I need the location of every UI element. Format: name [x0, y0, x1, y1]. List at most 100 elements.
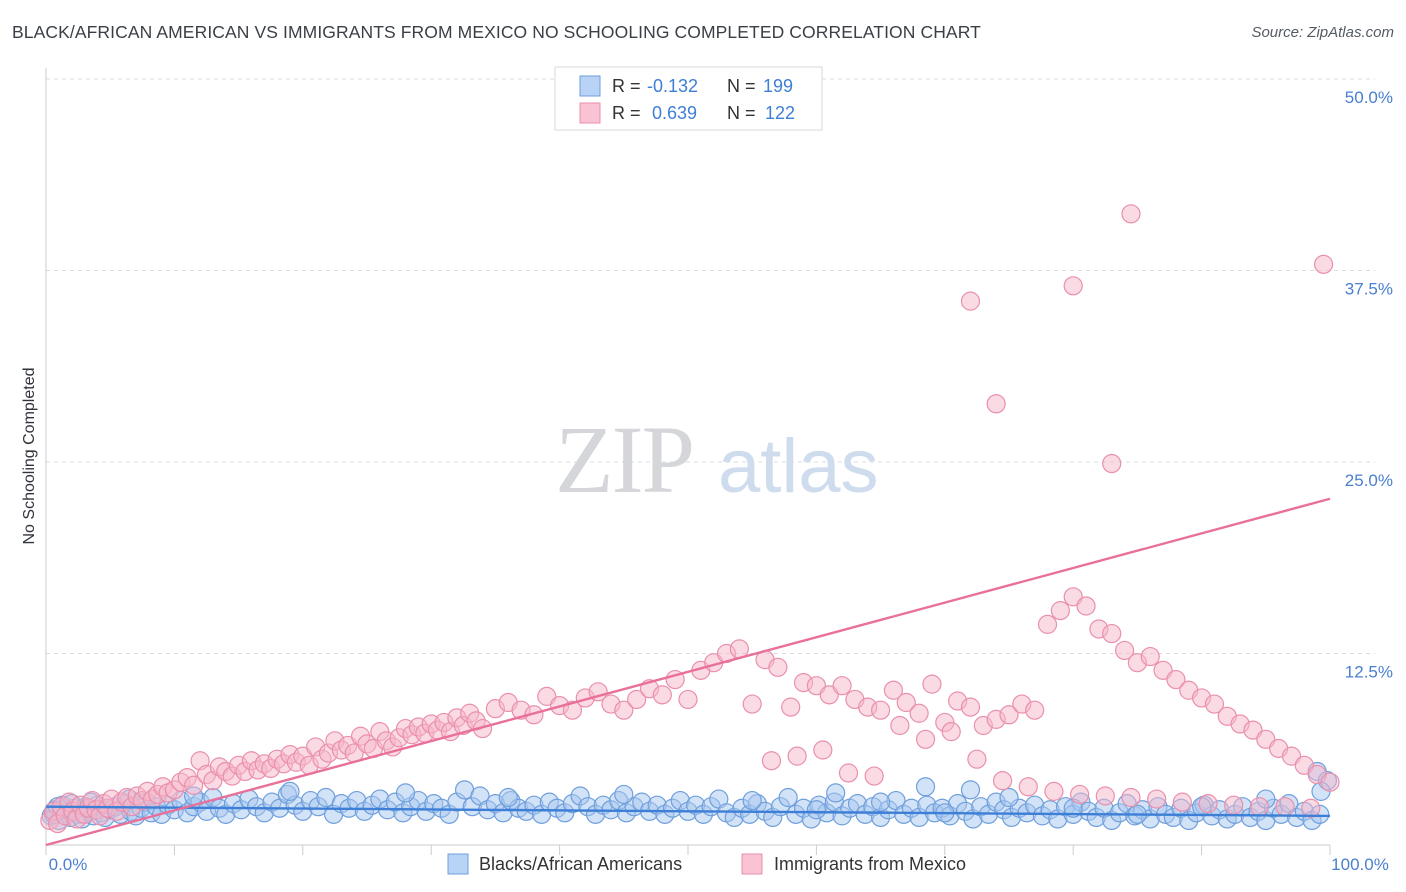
point-mexico: [652, 685, 672, 705]
point-mexico: [1063, 276, 1083, 296]
y-tick-label: 37.5%: [1345, 280, 1393, 299]
point-mexico: [1198, 794, 1218, 814]
y-tick-labels: 12.5% 25.0% 37.5% 50.0%: [1345, 88, 1393, 682]
point-mexico: [1224, 795, 1244, 815]
trend-lines: [45, 497, 1331, 847]
point-mexico: [1025, 700, 1045, 720]
series-mexico-points: [40, 204, 1340, 834]
point-blacks: [498, 787, 518, 808]
point-mexico: [781, 697, 801, 717]
point-mexico: [1121, 787, 1141, 808]
point-mexico: [967, 749, 987, 769]
point-mexico: [1114, 640, 1135, 661]
point-mexico: [896, 692, 916, 713]
x-tick-label-min: 0.0%: [49, 855, 88, 874]
y-tick-label: 12.5%: [1345, 663, 1393, 682]
point-mexico: [960, 697, 981, 717]
point-mexico: [1301, 798, 1321, 818]
point-mexico: [768, 657, 788, 677]
trend-line-mexico: [45, 497, 1331, 847]
point-mexico: [883, 680, 904, 700]
point-blacks: [395, 783, 416, 803]
x-tick-label-max: 100.0%: [1331, 855, 1389, 874]
point-mexico: [562, 700, 583, 720]
axes: [45, 68, 1331, 855]
point-mexico: [1044, 781, 1064, 801]
point-mexico: [992, 771, 1013, 791]
trend-line-blacks: [45, 805, 1331, 818]
stats-legend: R = -0.132 N = 199 R = 0.639 N = 122: [554, 66, 823, 131]
point-mexico: [832, 676, 852, 696]
source-credit: Source: ZipAtlas.com: [1251, 24, 1394, 41]
legend-label-mexico: Immigrants from Mexico: [774, 854, 966, 874]
point-mexico: [890, 715, 910, 736]
point-blacks: [999, 787, 1019, 808]
point-mexico: [838, 763, 859, 783]
point-mexico: [1070, 784, 1090, 805]
legend-label-blacks: Blacks/African Americans: [479, 854, 682, 874]
point-blacks: [280, 781, 300, 801]
point-mexico: [742, 694, 762, 714]
point-mexico: [986, 394, 1006, 414]
point-mexico: [627, 689, 647, 710]
point-mexico: [941, 722, 961, 742]
stats-r-label-pink: R =: [612, 103, 641, 123]
point-mexico: [1166, 669, 1186, 690]
stats-legend-swatch-pink: [579, 102, 601, 124]
stats-r-value-pink: 0.639: [652, 103, 697, 123]
stats-n-label-blue: N =: [727, 76, 756, 96]
point-mexico: [864, 766, 884, 786]
point-mexico: [678, 689, 698, 710]
point-mexico: [1121, 204, 1141, 224]
y-tick-label: 25.0%: [1345, 471, 1393, 490]
stats-r-value-blue: -0.132: [647, 76, 698, 96]
y-tick-label: 50.0%: [1345, 88, 1393, 107]
point-blacks: [826, 783, 846, 803]
point-mexico: [960, 291, 981, 311]
point-mexico: [761, 751, 782, 771]
stats-legend-swatch-blue: [579, 75, 601, 97]
legend-swatch-mexico: [741, 853, 763, 875]
chart-title: BLACK/AFRICAN AMERICAN VS IMMIGRANTS FRO…: [12, 22, 981, 42]
watermark: ZIP atlas: [555, 406, 879, 513]
point-mexico: [1018, 777, 1038, 797]
point-mexico: [1172, 792, 1192, 812]
watermark-atlas: atlas: [718, 424, 879, 509]
point-mexico: [614, 700, 634, 720]
stats-n-value-pink: 122: [765, 103, 795, 123]
stats-n-value-blue: 199: [763, 76, 793, 96]
point-mexico: [870, 700, 891, 720]
y-axis-label: No Schooling Completed: [21, 368, 38, 545]
point-mexico: [1275, 797, 1295, 817]
point-mexico: [1147, 789, 1167, 809]
point-blacks: [742, 790, 762, 811]
point-mexico: [909, 703, 929, 723]
point-mexico: [813, 740, 833, 760]
point-blacks: [960, 780, 981, 800]
point-blacks: [614, 784, 634, 805]
point-mexico: [999, 705, 1019, 725]
stats-n-label-pink: N =: [727, 103, 756, 123]
point-mexico: [787, 746, 807, 766]
point-mexico: [1204, 694, 1225, 714]
point-mexico: [1249, 797, 1269, 817]
point-mexico: [1102, 453, 1122, 474]
point-mexico: [1313, 254, 1334, 274]
grid-lines: [46, 78, 1375, 654]
point-mexico: [1050, 601, 1070, 621]
series-legend: Blacks/African Americans Immigrants from…: [447, 853, 966, 875]
point-mexico: [184, 775, 204, 795]
stats-r-label-blue: R =: [612, 76, 641, 96]
point-mexico: [1102, 623, 1122, 644]
point-mexico: [915, 729, 936, 749]
point-blacks: [870, 792, 891, 812]
point-mexico: [1320, 772, 1340, 792]
legend-swatch-blacks: [447, 853, 469, 875]
point-mexico: [922, 674, 942, 694]
watermark-zip: ZIP: [555, 406, 693, 513]
point-mexico: [1095, 786, 1115, 806]
point-mexico: [1076, 596, 1096, 616]
point-mexico: [1140, 646, 1160, 667]
point-mexico: [1037, 614, 1058, 634]
